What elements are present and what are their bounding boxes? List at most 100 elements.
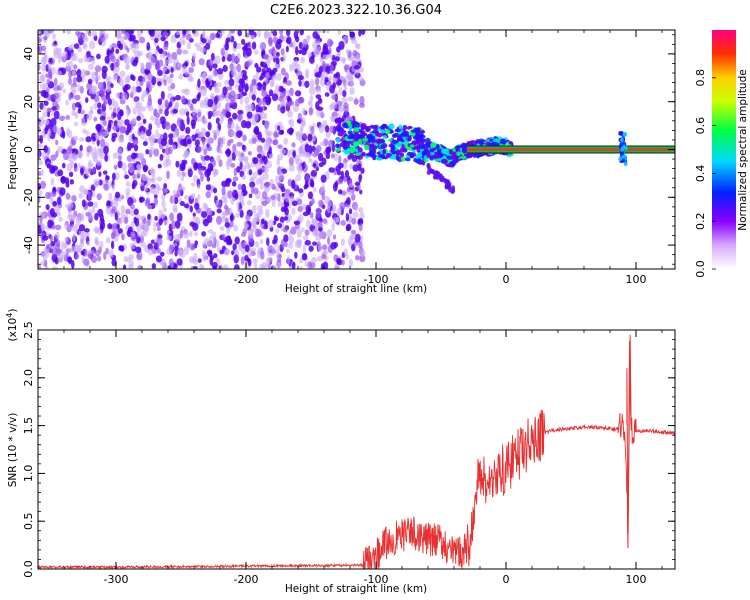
noise-point <box>308 107 314 116</box>
noise-point <box>56 127 63 136</box>
noise-point <box>338 86 343 96</box>
signal-point <box>417 140 425 146</box>
noise-point <box>41 56 48 64</box>
noise-point <box>121 30 126 35</box>
noise-point <box>248 169 253 176</box>
noise-point <box>166 235 172 241</box>
signal-point <box>344 149 350 155</box>
noise-point <box>251 137 257 144</box>
noise-point <box>352 164 359 172</box>
noise-point <box>236 130 243 139</box>
noise-point <box>249 83 254 93</box>
bottom-x-tick-label: 0 <box>503 573 510 586</box>
signal-point <box>435 158 440 162</box>
noise-point <box>304 143 310 153</box>
noise-point <box>232 243 237 251</box>
signal-point <box>381 123 388 129</box>
noise-point <box>358 206 364 213</box>
noise-point <box>160 90 165 100</box>
noise-point <box>212 129 218 135</box>
noise-point <box>304 183 309 189</box>
noise-point <box>358 218 364 225</box>
noise-point <box>355 254 359 261</box>
signal-point <box>426 163 431 169</box>
noise-point <box>315 88 322 94</box>
noise-point <box>62 50 68 59</box>
noise-point <box>75 101 81 108</box>
noise-point <box>118 137 125 143</box>
noise-point <box>120 111 124 117</box>
noise-point <box>72 155 78 162</box>
noise-point <box>246 111 253 119</box>
noise-point <box>45 119 50 126</box>
noise-point <box>185 111 190 117</box>
noise-point <box>232 189 238 198</box>
noise-point <box>164 147 171 156</box>
noise-point <box>215 32 221 38</box>
noise-point <box>308 245 314 252</box>
noise-point <box>117 154 123 161</box>
noise-point <box>137 106 142 116</box>
noise-point <box>332 216 339 224</box>
noise-point <box>38 62 41 72</box>
noise-point <box>244 223 250 229</box>
noise-point <box>241 174 247 181</box>
noise-point <box>50 154 57 161</box>
noise-point <box>312 241 318 246</box>
noise-point <box>308 158 313 163</box>
noise-point <box>275 84 280 91</box>
noise-point <box>289 87 294 97</box>
top-y-tick-label: 40 <box>22 47 35 61</box>
noise-point <box>135 86 142 93</box>
noise-point <box>207 229 214 234</box>
noise-point <box>184 60 189 68</box>
noise-point <box>305 204 312 214</box>
noise-point <box>41 64 46 72</box>
noise-point <box>108 192 113 202</box>
noise-point <box>195 216 201 225</box>
signal-point <box>353 127 360 133</box>
noise-point <box>283 216 289 221</box>
noise-point <box>68 93 72 101</box>
noise-point <box>213 236 217 246</box>
signal-point <box>399 146 407 153</box>
noise-point <box>96 108 102 115</box>
spike-point <box>619 131 623 136</box>
noise-point <box>300 56 306 64</box>
noise-point <box>195 128 199 135</box>
signal-point <box>415 153 423 158</box>
noise-point <box>102 170 108 175</box>
noise-point <box>77 163 82 169</box>
noise-point <box>200 173 204 182</box>
noise-point <box>194 42 201 48</box>
noise-point <box>315 64 320 71</box>
noise-point <box>42 111 48 118</box>
noise-point <box>159 48 163 54</box>
noise-point <box>358 76 365 82</box>
noise-point <box>229 30 235 34</box>
noise-point <box>338 207 342 216</box>
noise-point <box>49 235 54 243</box>
noise-point <box>55 139 59 146</box>
noise-point <box>64 236 69 243</box>
noise-point <box>176 63 183 68</box>
noise-point <box>217 67 224 75</box>
signal-point <box>380 144 386 149</box>
noise-point <box>249 176 254 182</box>
noise-point <box>359 95 365 106</box>
noise-point <box>183 203 190 209</box>
noise-point <box>349 163 354 169</box>
noise-point <box>225 248 230 255</box>
noise-point <box>277 182 282 187</box>
noise-point <box>172 207 178 214</box>
noise-point <box>331 94 338 100</box>
noise-point <box>193 30 200 38</box>
noise-point <box>212 63 218 69</box>
noise-point <box>219 141 224 149</box>
noise-point <box>284 201 290 208</box>
noise-point <box>290 195 295 202</box>
top-y-tick-label: -40 <box>22 236 35 254</box>
noise-point <box>252 171 258 180</box>
signal-point <box>437 148 443 153</box>
noise-point <box>341 259 345 266</box>
